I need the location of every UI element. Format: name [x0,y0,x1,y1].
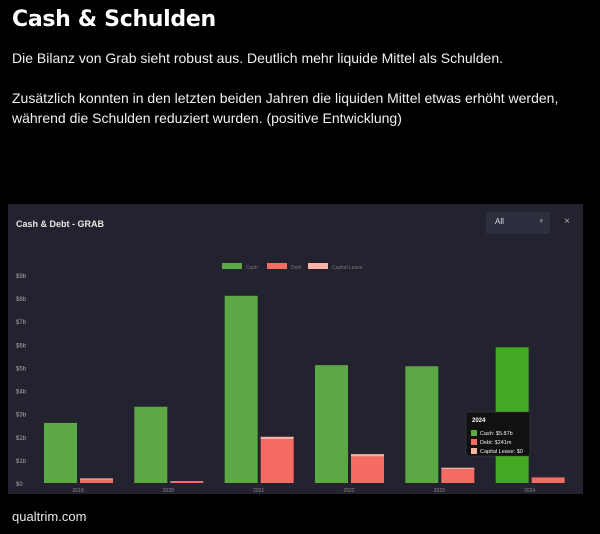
capital-lease-bar [441,467,475,470]
y-tick-label: $9b [16,274,27,280]
debt-bar [80,479,113,483]
tooltip-swatch [471,448,477,454]
y-tick-label: $3b [16,413,27,419]
tooltip-line: Debt: $241m [480,440,512,446]
cash-debt-chart: $0 $1b $2b $3b $4b $5b $6b $7b $8b $9b Cash Debt Cap… [16,263,565,494]
tooltip-swatch [471,430,477,436]
cash-bar [405,366,439,483]
debt-bar [260,439,294,483]
tooltip-year: 2024 [472,418,486,424]
legend-swatch [267,263,287,269]
chevron-down-icon: ▾ [539,218,543,225]
intro-paragraph: Die Bilanz von Grab sieht robust aus. De… [12,50,504,66]
y-tick-label: $0 [16,482,23,488]
close-icon[interactable]: × [564,216,570,227]
x-tick-label: 2020 [163,488,174,494]
period-dropdown[interactable]: All ▾ [486,212,550,234]
y-tick-label: $8b [16,297,27,303]
tooltip-line: Cash: $5.87b [480,431,513,437]
debt-bar [351,456,384,483]
detail-paragraph: Zusätzlich konnten in den letzten beiden… [12,90,559,126]
y-tick-label: $4b [16,390,27,396]
x-tick-label: 2024 [524,488,535,494]
footer-source: qualtrim.com [12,509,87,524]
legend-swatch [308,263,328,269]
y-tick-label: $5b [16,366,27,372]
tooltip-line: Capital Lease: $0 [480,449,523,455]
cash-bar [44,422,77,483]
tooltip-box [465,411,531,457]
page-title: Cash & Schulden [12,7,216,32]
tooltip-swatch [471,439,477,445]
debt-bar [441,469,475,483]
x-tick-label: 2023 [434,488,445,494]
legend-label: Debt [291,265,302,271]
debt-bar [531,477,565,483]
legend-label: Cash [246,265,258,271]
period-dropdown-value: All [495,217,504,226]
x-tick-label: 2019 [72,488,83,494]
capital-lease-bar [260,436,294,440]
chart-title: Cash & Debt - GRAB [16,219,105,229]
cash-bar [315,365,348,483]
chart-card: Cash & Debt - GRAB All ▾ × $0 $1b $2b $3b $4… [8,204,583,494]
x-tick-label: 2022 [343,488,354,494]
y-tick-label: $6b [16,343,27,349]
capital-lease-bar [80,478,113,480]
cash-bar [134,406,168,483]
capital-lease-bar [170,481,204,482]
x-tick-label: 2021 [253,488,264,494]
y-tick-label: $1b [16,459,27,465]
y-tick-label: $7b [16,320,27,326]
capital-lease-bar [351,454,384,457]
cash-bar [224,295,258,483]
debt-bar [170,481,204,483]
y-tick-label: $2b [16,436,27,442]
legend-swatch [222,263,242,269]
legend-label: Capital Lease [332,265,363,271]
